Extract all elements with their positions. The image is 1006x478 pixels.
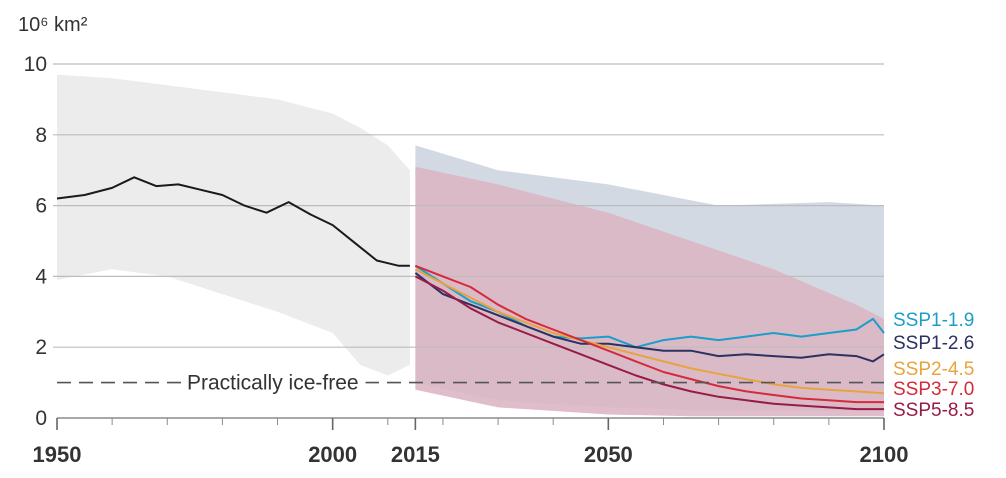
series-lines bbox=[56, 176, 885, 411]
x-tick-label-2100: 2100 bbox=[860, 442, 909, 467]
x-tick-label-2000: 2000 bbox=[308, 442, 357, 467]
y-tick-label-0: 0 bbox=[35, 407, 47, 430]
y-tick-label-8: 8 bbox=[35, 124, 47, 147]
y-tick-label-4: 4 bbox=[35, 265, 47, 288]
y-axis-unit-label: 10⁶ km² bbox=[18, 14, 88, 36]
threshold-label-background bbox=[182, 370, 366, 395]
gridlines bbox=[53, 63, 884, 348]
series-line-ssp2-45 bbox=[414, 268, 885, 395]
legend-item-ssp2-45: SSP2-4.5 bbox=[893, 359, 974, 380]
historical-range-band bbox=[57, 74, 410, 376]
x-tick-label-2050: 2050 bbox=[584, 442, 633, 467]
axes: 0 2 4 6 8 10 1950 2000 2015 2050 2100 bbox=[24, 53, 909, 467]
legend-item-ssp1-26: SSP1-2.6 bbox=[893, 333, 974, 354]
scenario-range-band-2 bbox=[415, 166, 884, 417]
legend-item-ssp1-19: SSP1-1.9 bbox=[893, 310, 974, 331]
series-line-ssp3-70 bbox=[415, 264, 884, 404]
x-tick-label-1950: 1950 bbox=[33, 442, 82, 467]
x-tick-label-2015: 2015 bbox=[391, 442, 440, 467]
series-line-ssp5-85 bbox=[414, 275, 884, 411]
legend-item-ssp5-85: SSP5-8.5 bbox=[893, 400, 974, 421]
series-line-ssp1-26 bbox=[414, 272, 885, 363]
y-tick-label-6: 6 bbox=[35, 195, 47, 218]
ice-free-threshold: Practically ice-free bbox=[57, 370, 884, 395]
y-tick-label-2: 2 bbox=[35, 336, 47, 359]
uncertainty-bands bbox=[57, 74, 884, 417]
y-tick-label-10: 10 bbox=[24, 53, 47, 76]
threshold-label: Practically ice-free bbox=[187, 372, 359, 395]
legend-item-ssp3-70: SSP3-7.0 bbox=[893, 379, 974, 400]
historical-line bbox=[56, 176, 410, 267]
